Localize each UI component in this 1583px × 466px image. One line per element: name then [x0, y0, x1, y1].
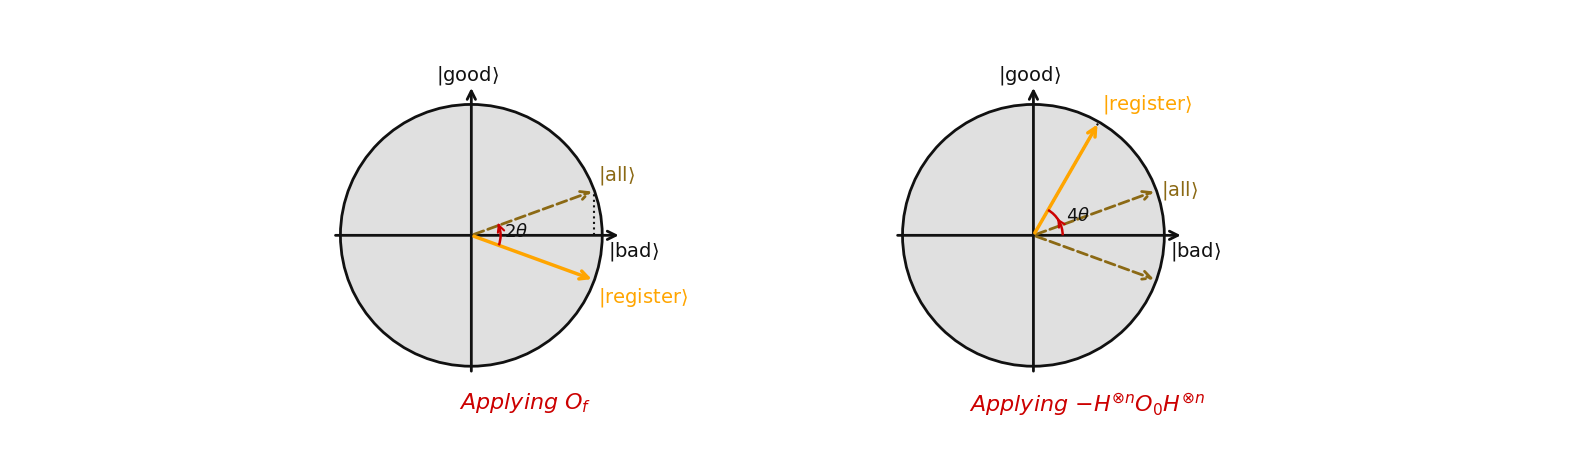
Text: $|\mathrm{bad}\rangle$: $|\mathrm{bad}\rangle$	[608, 240, 660, 263]
Text: $4\theta$: $4\theta$	[1065, 207, 1091, 226]
Text: Applying $-H^{\otimes n}O_0H^{\otimes n}$: Applying $-H^{\otimes n}O_0H^{\otimes n}…	[969, 391, 1205, 418]
Text: $|\mathrm{register}\rangle$: $|\mathrm{register}\rangle$	[1102, 93, 1192, 116]
Text: $|\mathrm{register}\rangle$: $|\mathrm{register}\rangle$	[598, 286, 689, 309]
Text: $|\mathrm{all}\rangle$: $|\mathrm{all}\rangle$	[1160, 179, 1198, 202]
Circle shape	[340, 104, 602, 366]
Text: $|\mathrm{bad}\rangle$: $|\mathrm{bad}\rangle$	[1170, 240, 1222, 263]
Text: Applying $O_f$: Applying $O_f$	[459, 391, 592, 415]
Text: $|\mathrm{good}\rangle$: $|\mathrm{good}\rangle$	[435, 64, 499, 88]
Text: $|\mathrm{all}\rangle$: $|\mathrm{all}\rangle$	[598, 164, 635, 187]
Text: $2\theta$: $2\theta$	[505, 223, 529, 241]
Text: $|\mathrm{good}\rangle$: $|\mathrm{good}\rangle$	[997, 64, 1061, 88]
Circle shape	[902, 104, 1165, 366]
